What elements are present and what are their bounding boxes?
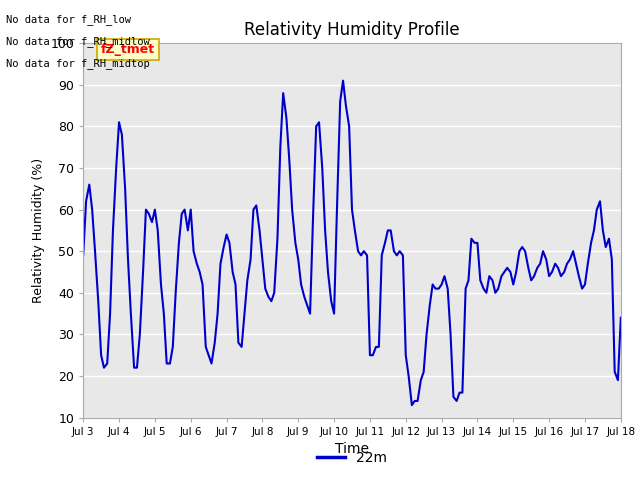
Text: No data for f_RH_low: No data for f_RH_low (6, 14, 131, 25)
Text: fZ_tmet: fZ_tmet (101, 43, 156, 56)
Y-axis label: Relativity Humidity (%): Relativity Humidity (%) (32, 158, 45, 303)
Legend: 22m: 22m (312, 445, 392, 471)
Text: No data for f_RH_midtop: No data for f_RH_midtop (6, 58, 150, 69)
Title: Relativity Humidity Profile: Relativity Humidity Profile (244, 21, 460, 39)
X-axis label: Time: Time (335, 442, 369, 456)
Text: No data for f_RH_midlow: No data for f_RH_midlow (6, 36, 150, 47)
